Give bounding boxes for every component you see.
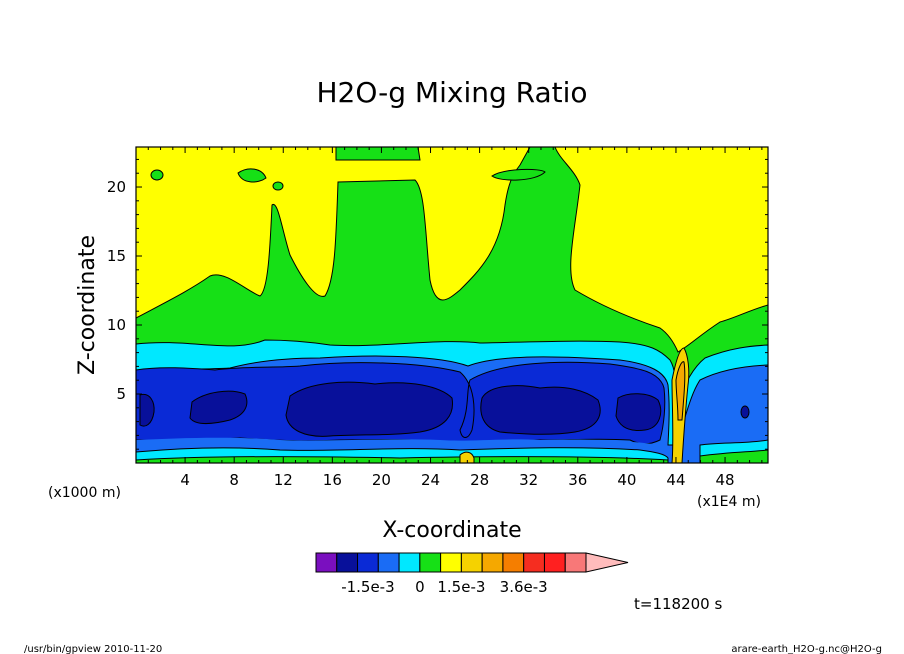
contour-core (139, 393, 155, 427)
y-axis: 5 10 15 20 (107, 158, 768, 450)
x-unit-right: (x1E4 m) (697, 494, 761, 510)
colorbar-swatch (336, 552, 359, 573)
y-tick-label: 15 (107, 247, 126, 265)
colorbar-swatch (543, 552, 566, 573)
x-tick-label: 24 (421, 471, 440, 489)
chart-title: H2O-g Mixing Ratio (316, 76, 587, 109)
x-tick-label: 36 (568, 471, 587, 489)
plot-frame (135, 146, 769, 464)
x-tick-label: 44 (666, 471, 685, 489)
x-tick-label: 12 (274, 471, 293, 489)
colorbar-swatch (564, 552, 587, 573)
colorbar-label: 1.5e-3 (437, 578, 485, 596)
y-tick-label: 5 (116, 385, 126, 403)
x-axis-title: X-coordinate (382, 518, 521, 543)
colorbar-swatch (377, 552, 400, 573)
colorbar-swatch (398, 552, 421, 573)
footer-right: arare-earth_H2O-g.nc@H2O-g (731, 644, 882, 654)
y-tick-label: 20 (107, 178, 126, 196)
x-tick-label: 28 (470, 471, 489, 489)
x-tick-label: 20 (372, 471, 391, 489)
colorbar-swatch (460, 552, 483, 573)
colorbar-swatch (523, 552, 545, 573)
y-axis-title: Z-coordinate (75, 235, 100, 375)
colorbar-swatch (315, 552, 338, 573)
x-tick-label: 40 (617, 471, 636, 489)
colorbar-swatch (419, 552, 442, 573)
x-tick-label: 8 (229, 471, 239, 489)
colorbar-labels: -1.5e-3 0 1.5e-3 3.6e-3 (341, 578, 548, 596)
x-unit-left: (x1000 m) (48, 485, 121, 501)
colorbar-swatch (502, 552, 525, 573)
colorbar-arrow (585, 552, 629, 573)
colorbar-label: -1.5e-3 (341, 578, 394, 596)
x-tick-label: 48 (716, 471, 735, 489)
x-axis: 4 8 12 16 20 24 28 32 36 40 44 48 (147, 147, 763, 489)
colorbar-swatch (440, 552, 462, 573)
y-tick-label: 10 (107, 316, 126, 334)
x-tick-label: 32 (519, 471, 538, 489)
x-tick-label: 16 (323, 471, 342, 489)
colorbar (315, 552, 629, 573)
x-tick-label: 4 (180, 471, 190, 489)
contour-field (136, 147, 768, 463)
colorbar-label: 3.6e-3 (500, 578, 548, 596)
time-label: t=118200 s (634, 595, 722, 613)
footer-left: /usr/bin/gpview 2010-11-20 (24, 644, 162, 654)
colorbar-label: 0 (415, 578, 425, 596)
colorbar-swatch (481, 552, 504, 573)
colorbar-swatch (357, 552, 379, 573)
